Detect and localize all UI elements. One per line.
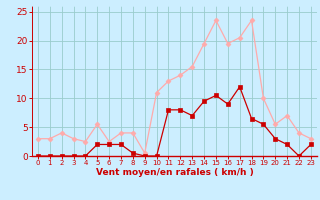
X-axis label: Vent moyen/en rafales ( km/h ): Vent moyen/en rafales ( km/h ) — [96, 168, 253, 177]
